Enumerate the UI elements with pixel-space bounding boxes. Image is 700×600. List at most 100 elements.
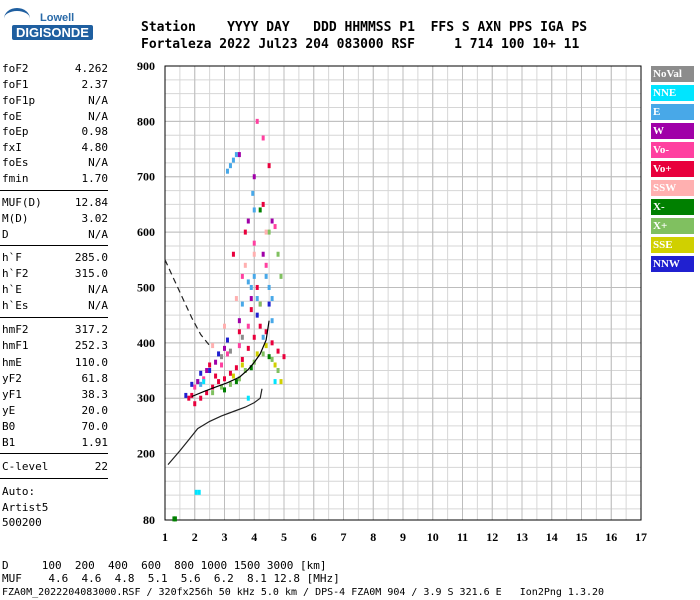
echo-point [264,262,268,268]
param-value: N/A [88,156,108,169]
y-tick-label: 80 [143,513,155,527]
scaled-trace-line [191,320,270,398]
x-tick-label: 1 [162,530,168,544]
echo-point [261,251,265,257]
param-value: 1.70 [81,172,109,185]
echo-point [249,307,253,313]
echo-point [264,273,268,279]
echo-point [211,384,215,390]
echo-point [217,379,221,385]
x-tick-label: 8 [370,530,376,544]
param-label: h`F2 [2,267,29,280]
echo-point [234,296,238,302]
param-label: fxI [2,141,22,154]
param-value: N/A [88,283,108,296]
echo-point [246,323,250,329]
echo-point [214,359,218,365]
param-label: D [2,228,9,241]
x-tick-label: 12 [486,530,498,544]
echo-point [279,379,283,385]
param-label: yF1 [2,388,22,401]
echo-point [267,301,271,307]
auto-label: Auto: [2,485,36,498]
param-label: M(D) [2,212,29,225]
echo-point [228,370,232,376]
param-label: foEs [2,156,29,169]
echo-point [261,201,265,207]
param-value: 252.3 [74,339,108,352]
echo-point [220,384,224,390]
param-row: yF1 38.3 [2,388,108,404]
x-tick-label: 9 [400,530,406,544]
panel-separator [0,190,108,191]
echo-point [252,273,256,279]
echo-point [237,152,241,158]
echo-point [251,190,255,196]
param-row: foF1p N/A [2,94,108,110]
echo-point [246,395,250,401]
param-value: N/A [88,110,108,123]
param-row: D N/A [2,228,108,244]
legend-item: SSW [651,180,694,196]
param-value: 22 [94,460,108,473]
echo-point [190,392,194,398]
echo-point [276,348,280,354]
param-label: MUF(D) [2,196,42,209]
echo-point [208,362,212,368]
x-tick-label: 7 [341,530,347,544]
echo-point [193,401,197,407]
legend-item: X+ [651,218,694,234]
echo-point [223,376,226,382]
param-row: foEs N/A [2,156,108,172]
legend-item: NNE [651,85,694,101]
param-row: fxI 4.80 [2,141,108,157]
param-label: C-level [2,460,49,473]
echo-point [255,312,259,318]
echo-point [270,356,274,362]
param-value: N/A [88,299,108,312]
echo-point [205,390,209,396]
echo-point [258,301,262,307]
param-row: foF2 4.262 [2,62,108,78]
auto-program: Artist5 [2,501,49,514]
header-labels: Station YYYY DAY DDD HHMMSS P1 FFS S AXN… [141,20,588,35]
auto-code: 500200 [2,516,42,529]
echo-point [240,356,244,362]
echo-point [255,351,259,357]
y-tick-label: 600 [137,225,155,239]
x-tick-label: 5 [281,530,287,544]
logo-digisonde: DIGISONDE [12,25,93,40]
echo-point [196,379,200,385]
param-label: B1 [2,436,16,449]
echo-point [240,301,244,307]
echo-point [231,251,235,257]
param-row: yF2 61.8 [2,372,108,388]
y-tick-label: 800 [137,114,155,128]
echo-point [267,163,271,169]
echo-point [194,489,198,495]
echo-point [249,296,253,302]
echo-point [249,365,253,371]
param-label: h`E [2,283,22,296]
echo-point [237,318,241,324]
echo-point [240,273,244,279]
param-value: 12.84 [74,196,108,209]
echo-point [243,229,247,235]
echo-point [261,351,265,357]
logo-lowell: Lowell [40,12,75,24]
echo-point [223,387,226,393]
echo-point [193,384,197,390]
param-label: B0 [2,420,16,433]
echo-point [240,334,244,340]
legend-item: E [651,104,694,120]
x-tick-label: 2 [192,530,198,544]
param-row: C-level 22 [2,460,108,476]
param-label: fmin [2,172,29,185]
plot-frame [164,65,642,521]
y-tick-label: 500 [137,280,155,294]
param-value: 4.262 [74,62,108,75]
echo-point [228,381,232,387]
param-row: MUF(D) 12.84 [2,196,108,212]
echo-point [246,218,250,224]
param-row: foE N/A [2,110,108,126]
